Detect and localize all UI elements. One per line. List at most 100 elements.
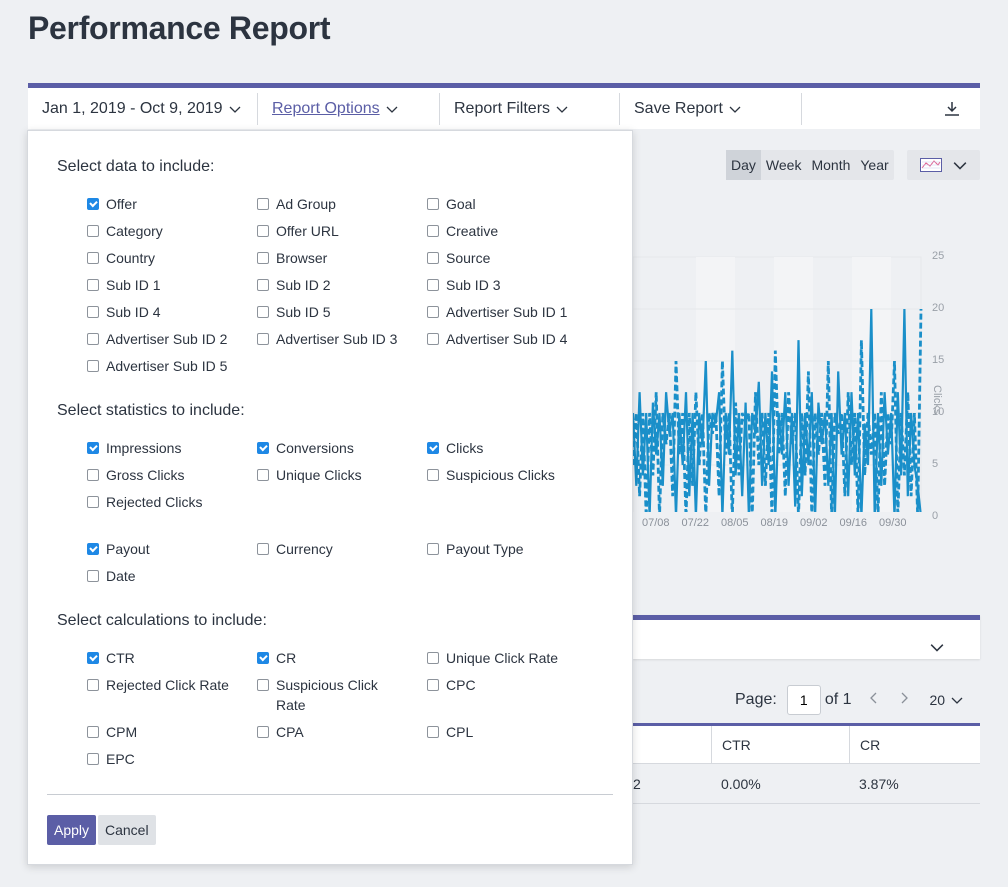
checkbox-unchecked[interactable] — [87, 333, 99, 345]
checkbox-option[interactable]: Sub ID 2 — [257, 275, 330, 295]
table-header-cr[interactable]: CR — [849, 726, 980, 763]
checkbox-option[interactable]: CTR — [87, 648, 135, 668]
checkbox-unchecked[interactable] — [257, 279, 269, 291]
checkbox-option[interactable]: Rejected Clicks — [87, 492, 202, 512]
checkbox-option[interactable]: Rejected Click Rate — [87, 675, 229, 695]
checkbox-option[interactable]: Date — [87, 566, 136, 586]
checkbox-option[interactable]: Creative — [427, 221, 498, 241]
checkbox-checked[interactable] — [87, 198, 99, 210]
checkbox-checked[interactable] — [257, 442, 269, 454]
checkbox-option[interactable]: Goal — [427, 194, 476, 214]
period-button-week[interactable]: Week — [765, 157, 802, 173]
checkbox-unchecked[interactable] — [87, 570, 99, 582]
checkbox-checked[interactable] — [87, 543, 99, 555]
checkbox-option[interactable]: Category — [87, 221, 163, 241]
checkbox-option[interactable]: Payout — [87, 539, 150, 559]
checkbox-option[interactable]: Sub ID 1 — [87, 275, 160, 295]
chart-type-selector[interactable] — [907, 150, 980, 180]
save-report-menu[interactable]: Save Report — [620, 92, 802, 125]
cancel-button[interactable]: Cancel — [98, 815, 156, 845]
checkbox-option[interactable]: Sub ID 3 — [427, 275, 500, 295]
checkbox-option[interactable]: Advertiser Sub ID 2 — [87, 329, 227, 349]
checkbox-option[interactable]: Browser — [257, 248, 327, 268]
checkbox-option[interactable]: Ad Group — [257, 194, 336, 214]
checkbox-option[interactable]: CR — [257, 648, 296, 668]
checkbox-option[interactable]: Unique Click Rate — [427, 648, 558, 668]
apply-button[interactable]: Apply — [47, 815, 97, 845]
period-button-year[interactable]: Year — [860, 157, 889, 173]
checkbox-option[interactable]: Conversions — [257, 438, 354, 458]
checkbox-option[interactable]: Unique Clicks — [257, 465, 362, 485]
download-button[interactable] — [924, 93, 980, 125]
checkbox-unchecked[interactable] — [427, 726, 439, 738]
checkbox-unchecked[interactable] — [257, 306, 269, 318]
checkbox-unchecked[interactable] — [427, 198, 439, 210]
checkbox-option[interactable]: Offer — [87, 194, 137, 214]
checkbox-unchecked[interactable] — [257, 543, 269, 555]
checkbox-unchecked[interactable] — [257, 679, 269, 691]
checkbox-unchecked[interactable] — [87, 252, 99, 264]
checkbox-unchecked[interactable] — [427, 543, 439, 555]
checkbox-unchecked[interactable] — [87, 469, 99, 481]
checkbox-unchecked[interactable] — [427, 333, 439, 345]
table-header-cell[interactable] — [633, 726, 711, 763]
report-filters-menu[interactable]: Report Filters — [440, 92, 620, 125]
checkbox-unchecked[interactable] — [87, 679, 99, 691]
checkbox-unchecked[interactable] — [87, 279, 99, 291]
checkbox-unchecked[interactable] — [87, 753, 99, 765]
checkbox-checked[interactable] — [87, 652, 99, 664]
checkbox-unchecked[interactable] — [427, 679, 439, 691]
prev-page-button[interactable] — [866, 691, 882, 709]
checkbox-option[interactable]: Advertiser Sub ID 5 — [87, 356, 227, 376]
checkbox-option[interactable]: CPA — [257, 722, 304, 742]
checkbox-unchecked[interactable] — [257, 469, 269, 481]
page-number-input[interactable] — [786, 685, 821, 715]
checkbox-option[interactable]: Payout Type — [427, 539, 524, 559]
checkbox-option[interactable]: Currency — [257, 539, 333, 559]
checkbox-unchecked[interactable] — [87, 726, 99, 738]
checkbox-unchecked[interactable] — [427, 225, 439, 237]
report-options-menu[interactable]: Report Options — [258, 92, 440, 125]
checkbox-unchecked[interactable] — [87, 496, 99, 508]
checkbox-option[interactable]: Suspicious Click Rate — [257, 675, 406, 715]
checkbox-unchecked[interactable] — [427, 469, 439, 481]
checkbox-option[interactable]: EPC — [87, 749, 135, 769]
checkbox-option[interactable]: Clicks — [427, 438, 483, 458]
checkbox-option[interactable]: Suspicious Clicks — [427, 465, 555, 485]
checkbox-option[interactable]: Impressions — [87, 438, 181, 458]
checkbox-option[interactable]: Country — [87, 248, 155, 268]
checkbox-option[interactable]: Sub ID 4 — [87, 302, 160, 322]
checkbox-option[interactable]: Advertiser Sub ID 1 — [427, 302, 567, 322]
checkbox-unchecked[interactable] — [87, 225, 99, 237]
checkbox-option[interactable]: CPC — [427, 675, 476, 695]
table-header-ctr[interactable]: CTR — [711, 726, 849, 763]
checkbox-option[interactable]: Source — [427, 248, 490, 268]
period-button-day[interactable]: Day — [726, 150, 761, 180]
checkbox-option[interactable]: Advertiser Sub ID 3 — [257, 329, 397, 349]
checkbox-unchecked[interactable] — [257, 252, 269, 264]
date-range-picker[interactable]: Jan 1, 2019 - Oct 9, 2019 — [28, 92, 258, 125]
checkbox-checked[interactable] — [427, 442, 439, 454]
checkbox-unchecked[interactable] — [257, 333, 269, 345]
checkbox-unchecked[interactable] — [257, 198, 269, 210]
checkbox-unchecked[interactable] — [427, 306, 439, 318]
checkbox-option[interactable]: Gross Clicks — [87, 465, 185, 485]
checkbox-checked[interactable] — [87, 442, 99, 454]
checkbox-checked[interactable] — [257, 652, 269, 664]
checkbox-unchecked[interactable] — [87, 360, 99, 372]
checkbox-unchecked[interactable] — [257, 726, 269, 738]
collapsed-section-bar[interactable] — [633, 615, 980, 659]
checkbox-unchecked[interactable] — [257, 225, 269, 237]
page-size-selector[interactable]: 20 — [930, 692, 964, 708]
checkbox-unchecked[interactable] — [427, 652, 439, 664]
period-button-month[interactable]: Month — [811, 157, 851, 173]
checkbox-option[interactable]: CPL — [427, 722, 473, 742]
checkbox-option[interactable]: Offer URL — [257, 221, 339, 241]
checkbox-option[interactable]: Sub ID 5 — [257, 302, 330, 322]
checkbox-unchecked[interactable] — [427, 279, 439, 291]
checkbox-option[interactable]: Advertiser Sub ID 4 — [427, 329, 567, 349]
checkbox-unchecked[interactable] — [427, 252, 439, 264]
next-page-button[interactable] — [896, 691, 912, 709]
checkbox-option[interactable]: CPM — [87, 722, 137, 742]
checkbox-unchecked[interactable] — [87, 306, 99, 318]
